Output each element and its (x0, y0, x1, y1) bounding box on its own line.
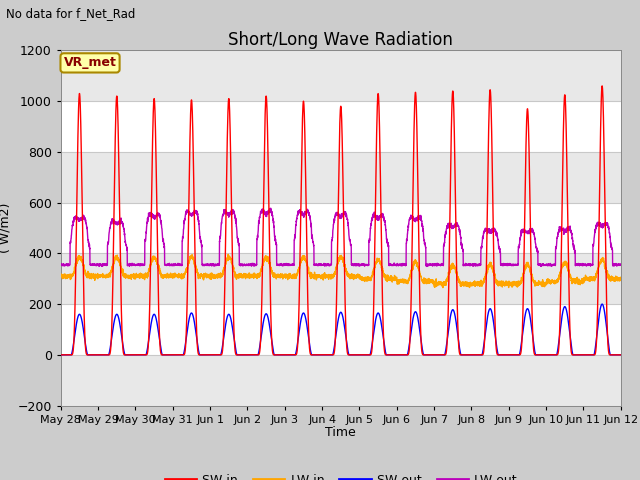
Bar (61, 50, 621, 101)
Bar (61, 203, 621, 253)
Text: VR_met: VR_met (63, 56, 116, 70)
Bar (61, 253, 621, 304)
Title: Short/Long Wave Radiation: Short/Long Wave Radiation (228, 31, 453, 49)
X-axis label: Time: Time (325, 426, 356, 439)
Bar (61, 152, 621, 203)
Legend: SW in, LW in, SW out, LW out: SW in, LW in, SW out, LW out (160, 468, 522, 480)
Bar (61, 355, 621, 406)
Text: No data for f_Net_Rad: No data for f_Net_Rad (6, 7, 136, 20)
Bar (61, 304, 621, 355)
Y-axis label: ( W/m2): ( W/m2) (0, 203, 12, 253)
Bar (61, 101, 621, 152)
